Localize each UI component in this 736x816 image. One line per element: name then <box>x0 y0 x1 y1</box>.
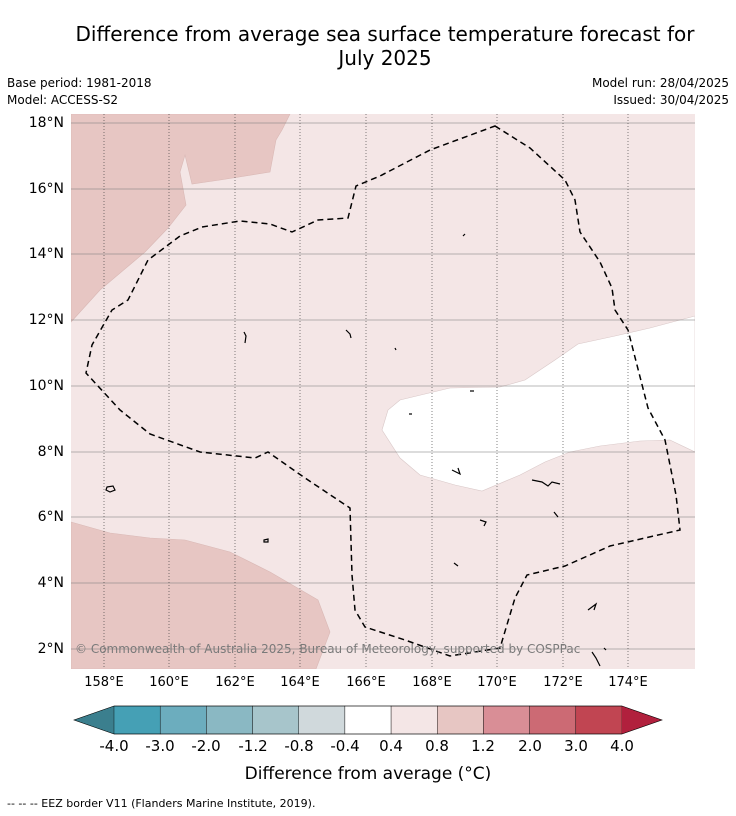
anomaly-0.8-1.2-region-south <box>71 521 331 669</box>
island <box>531 479 561 487</box>
colorbar-label: -0.4 <box>330 737 360 755</box>
colorbar-bins <box>113 705 623 735</box>
lat-label-10n: 10°N <box>28 378 64 394</box>
lon-label-162e: 162°E <box>215 675 255 690</box>
island <box>451 467 462 476</box>
lon-label-164e: 164°E <box>280 675 320 690</box>
colorbar-label: 3.0 <box>564 737 588 755</box>
colorbar-bin <box>113 705 161 735</box>
meta-right: Model run: 28/04/2025 Issued: 30/04/2025 <box>592 75 729 109</box>
model-run: Model run: 28/04/2025 <box>591 76 729 90</box>
lat-label-6n: 6°N <box>37 509 64 525</box>
meta-left: Base period: 1981-2018 Model: ACCESS-S2 <box>7 75 152 109</box>
lat-label-8n: 8°N <box>37 444 64 460</box>
colorbar-bin <box>159 705 207 735</box>
island <box>453 562 459 567</box>
lon-label-170e: 170°E <box>477 675 517 690</box>
map-area <box>71 114 695 669</box>
colorbar <box>73 705 663 735</box>
lon-label-158e: 158°E <box>84 675 124 690</box>
island <box>394 347 397 351</box>
islands <box>105 233 607 667</box>
colorbar-label: 2.0 <box>518 737 542 755</box>
colorbar-bin <box>252 705 299 735</box>
lon-label-160e: 160°E <box>149 675 189 690</box>
island <box>587 602 598 611</box>
lon-label-172e: 172°E <box>543 675 583 690</box>
colorbar-bin <box>575 705 623 735</box>
lat-label-4n: 4°N <box>37 575 64 591</box>
colorbar-label: -1.2 <box>238 737 268 755</box>
lat-label-12n: 12°N <box>28 312 64 328</box>
longitude-gridlines <box>103 114 629 669</box>
colorbar-bin <box>344 705 392 735</box>
island <box>462 233 466 237</box>
colorbar-label: 0.8 <box>425 737 449 755</box>
island <box>479 519 487 527</box>
lon-label-166e: 166°E <box>346 675 386 690</box>
latitude-gridlines <box>71 122 695 650</box>
model-name: Model: ACCESS-S2 <box>7 93 119 107</box>
eez-border <box>85 125 681 657</box>
colorbar-title: Difference from average (°C) <box>244 764 492 784</box>
island <box>553 511 559 518</box>
map-title: Difference from average sea surface temp… <box>40 22 730 70</box>
colorbar-bin <box>298 705 346 735</box>
lon-label-168e: 168°E <box>412 675 452 690</box>
island <box>243 331 247 344</box>
lat-label-16n: 16°N <box>28 181 64 197</box>
colorbar-label: -4.0 <box>99 737 129 755</box>
anomaly-neutral-region <box>381 315 695 492</box>
island <box>591 651 601 667</box>
colorbar-label: 1.2 <box>471 737 495 755</box>
colorbar-extend-high <box>622 706 662 734</box>
colorbar-extend-low <box>74 706 114 734</box>
island <box>345 329 352 339</box>
colorbar-label: -2.0 <box>191 737 221 755</box>
colorbar-bin <box>437 705 484 735</box>
colorbar-bin <box>206 705 253 735</box>
colorbar-label: 4.0 <box>610 737 634 755</box>
colorbar-label: -0.8 <box>284 737 314 755</box>
title-line-1: Difference from average sea surface temp… <box>75 22 695 46</box>
lat-label-14n: 14°N <box>28 246 64 262</box>
base-period: Base period: 1981-2018 <box>7 76 152 90</box>
colorbar-bin <box>483 705 530 735</box>
lat-label-2n: 2°N <box>37 641 64 657</box>
colorbar-label: -3.0 <box>145 737 175 755</box>
eez-footnote: -- -- -- EEZ border V11 (Flanders Marine… <box>7 797 316 810</box>
island <box>603 647 607 651</box>
title-line-2: July 2025 <box>338 46 432 70</box>
lat-label-18n: 18°N <box>28 115 64 131</box>
colorbar-bin <box>390 705 438 735</box>
colorbar-bin <box>529 705 577 735</box>
issued-date: Issued: 30/04/2025 <box>613 93 729 107</box>
island <box>263 538 269 543</box>
copyright-text: © Commonwealth of Australia 2025, Bureau… <box>75 642 581 656</box>
lon-label-174e: 174°E <box>608 675 648 690</box>
island <box>105 485 116 493</box>
colorbar-label: 0.4 <box>379 737 403 755</box>
